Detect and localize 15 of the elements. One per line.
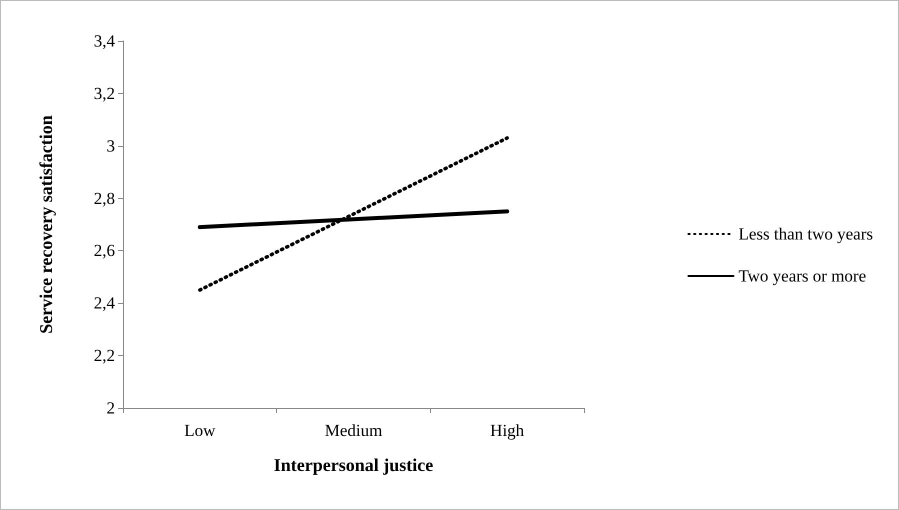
y-tick-label: 3 <box>106 136 115 156</box>
y-axis-title: Service recovery satisfaction <box>36 115 56 334</box>
y-tick-label: 2,6 <box>94 241 115 260</box>
x-tick-label: High <box>490 421 525 440</box>
y-tick-label: 2 <box>106 398 115 418</box>
y-tick-label: 2,8 <box>94 188 115 208</box>
legend-label: Less than two years <box>738 224 874 244</box>
y-tick-label: 2,2 <box>94 346 115 366</box>
y-tick-label: 3,2 <box>94 84 115 103</box>
x-tick-label: Low <box>184 421 216 440</box>
y-tick-label: 2,4 <box>94 294 116 313</box>
x-tick-label: Medium <box>324 421 382 440</box>
x-axis-title: Interpersonal justice <box>274 455 434 475</box>
legend-label: Two years or more <box>738 266 866 286</box>
y-tick-label: 3,4 <box>94 32 116 50</box>
